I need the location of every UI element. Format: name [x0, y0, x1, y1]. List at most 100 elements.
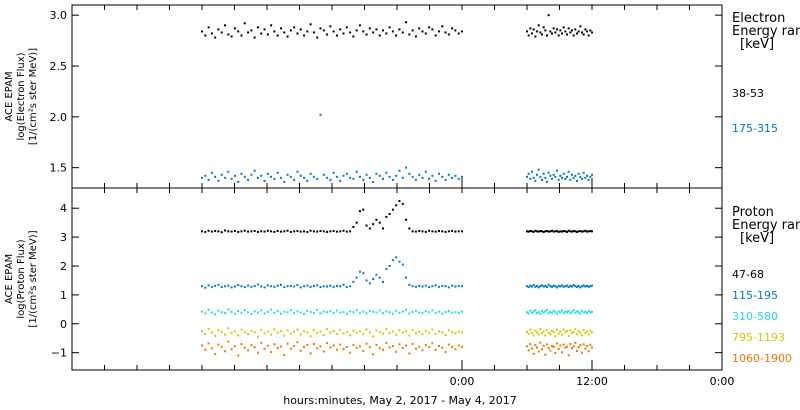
data-point — [309, 335, 312, 338]
data-point — [279, 312, 282, 315]
data-point — [260, 285, 263, 288]
data-point — [316, 332, 319, 335]
data-point — [335, 34, 338, 37]
data-point — [461, 175, 463, 178]
data-point — [437, 345, 440, 348]
data-point — [562, 312, 565, 315]
data-point — [289, 332, 292, 335]
data-point — [289, 29, 292, 32]
data-point — [586, 330, 588, 333]
data-point — [312, 230, 315, 233]
data-point — [224, 312, 227, 315]
data-point — [591, 310, 593, 313]
data-point — [299, 230, 302, 233]
data-point — [306, 30, 309, 33]
data-point — [408, 227, 411, 230]
data-point — [207, 342, 210, 345]
data-point — [253, 230, 256, 233]
data-point — [388, 311, 391, 314]
series-38-53 — [201, 14, 593, 39]
data-point — [214, 353, 217, 356]
data-point — [581, 309, 583, 312]
data-point — [451, 284, 454, 287]
data-point — [569, 230, 572, 233]
data-point — [589, 285, 592, 288]
series-1060-1900 — [201, 340, 593, 357]
data-point — [567, 334, 570, 337]
data-point — [405, 276, 408, 279]
data-point — [586, 174, 588, 177]
data-point — [227, 308, 230, 311]
data-point — [447, 33, 450, 36]
data-point — [322, 173, 325, 176]
data-point — [345, 312, 348, 315]
data-point — [352, 177, 355, 180]
data-point — [401, 331, 404, 334]
y-axis-title-line: [1/(cm²s ster MeV)] — [28, 48, 39, 145]
data-point — [352, 226, 355, 228]
data-point — [240, 285, 243, 288]
data-point — [312, 329, 315, 332]
data-point — [454, 332, 457, 335]
data-point — [204, 34, 207, 37]
data-point — [201, 310, 203, 313]
data-point — [447, 310, 450, 313]
data-point — [224, 285, 227, 288]
data-point — [309, 23, 312, 26]
data-point — [342, 229, 345, 232]
data-point — [526, 311, 528, 314]
data-point — [233, 27, 236, 30]
data-point — [589, 343, 592, 346]
data-point — [227, 340, 230, 343]
data-point — [421, 30, 424, 33]
data-point — [561, 230, 563, 233]
data-point — [539, 285, 542, 288]
data-point — [309, 310, 312, 313]
data-point — [349, 351, 352, 354]
data-point — [253, 36, 256, 39]
data-point — [581, 31, 583, 34]
data-point — [207, 284, 210, 287]
data-point — [385, 171, 388, 174]
data-point — [382, 29, 385, 32]
data-point — [270, 351, 273, 354]
data-point — [444, 285, 447, 288]
data-point — [584, 229, 587, 232]
data-point — [551, 229, 553, 232]
data-point — [572, 330, 575, 333]
data-point — [554, 31, 557, 34]
data-point — [552, 309, 555, 312]
data-point — [240, 328, 243, 331]
data-point — [561, 284, 563, 287]
data-point — [576, 349, 578, 352]
data-point — [454, 29, 457, 32]
data-point — [531, 332, 533, 335]
data-point — [227, 33, 230, 36]
data-point — [536, 173, 538, 176]
data-point — [556, 230, 558, 233]
data-point — [395, 309, 398, 312]
data-point — [562, 285, 565, 288]
data-point — [243, 346, 246, 349]
data-point — [335, 309, 338, 312]
data-point — [574, 285, 577, 288]
data-point — [457, 284, 460, 287]
data-point — [250, 344, 253, 347]
data-point — [587, 350, 590, 353]
data-point — [589, 311, 592, 314]
data-point — [306, 309, 309, 312]
data-point — [303, 330, 306, 333]
data-point — [260, 174, 263, 177]
data-point — [378, 276, 381, 279]
data-point — [559, 29, 562, 32]
data-point — [569, 178, 572, 181]
y-axis-title-line: log(Electron Flux) — [16, 52, 27, 140]
data-point — [532, 334, 535, 337]
data-point — [556, 28, 558, 31]
data-point — [581, 177, 583, 180]
data-point — [329, 178, 332, 181]
data-point — [243, 229, 246, 232]
data-point — [365, 33, 368, 36]
legend-title-line: Proton — [732, 205, 774, 220]
